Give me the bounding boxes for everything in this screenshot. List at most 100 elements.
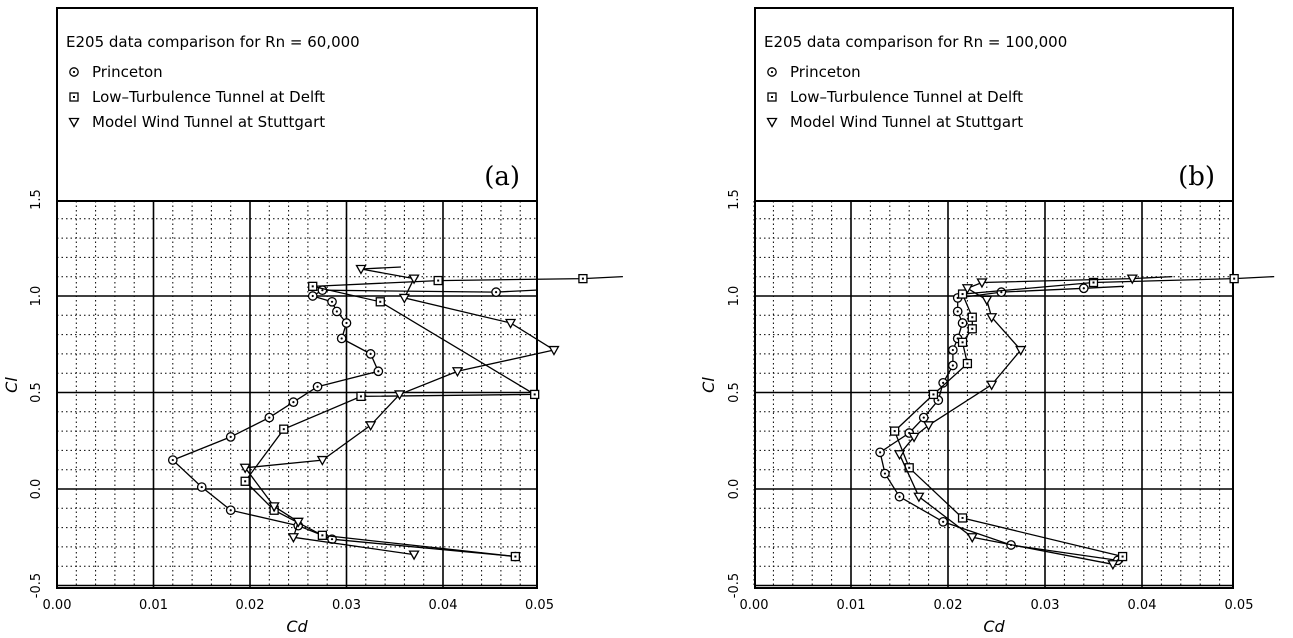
panel-label: (a) — [484, 162, 520, 192]
x-tick-label: 0.05 — [525, 598, 554, 613]
data-point-triangle — [408, 274, 420, 285]
marker-dot — [229, 435, 232, 438]
data-point-triangle — [986, 380, 998, 391]
marker-dot — [961, 341, 964, 344]
legend-marker-square — [767, 92, 777, 102]
data-point-triangle — [239, 463, 251, 474]
x-tick-label: 0.03 — [332, 598, 361, 613]
data-point-square — [967, 312, 977, 322]
marker-dot — [961, 293, 964, 296]
marker-dot — [879, 451, 882, 454]
marker-dot — [321, 289, 324, 292]
y-tick-label: 1.0 — [727, 286, 742, 307]
data-point-triangle — [548, 345, 560, 356]
data-point-circle — [264, 412, 275, 423]
data-point-circle — [331, 306, 342, 317]
data-point-triangle — [908, 432, 920, 443]
x-tick-label: 0.00 — [740, 598, 769, 613]
marker-dot — [1233, 277, 1236, 280]
marker-dot — [533, 393, 536, 396]
data-point-triangle — [393, 390, 406, 401]
data-point-triangle — [922, 421, 935, 432]
marker-dot — [942, 381, 945, 384]
legend-marker-triangle — [766, 117, 778, 128]
marker-dot — [321, 534, 324, 537]
legend-label: Model Wind Tunnel at Stuttgart — [790, 113, 1023, 131]
marker-dot — [311, 285, 314, 288]
marker-dot — [377, 370, 380, 373]
x-tick-label: 0.01 — [837, 598, 866, 613]
data-point-triangle — [504, 318, 517, 329]
marker-dot — [330, 300, 334, 303]
marker-dot — [292, 401, 295, 404]
data-point-square — [356, 391, 366, 402]
data-point-square — [240, 476, 250, 486]
x-tick-label: 0.03 — [1031, 598, 1060, 613]
data-point-square — [928, 389, 939, 400]
legend-marker-circle — [767, 67, 777, 77]
marker-dot — [244, 480, 247, 483]
data-point-circle — [373, 366, 384, 377]
data-point-square — [510, 551, 521, 562]
data-point-triangle — [981, 295, 993, 306]
data-point-circle — [938, 377, 949, 388]
x-axis-label: Cd — [983, 617, 1005, 636]
y-tick-label: 1.5 — [29, 189, 44, 210]
chart-panel-b: 0.00 0.01 0.02 0.03 0.04 0.05 -0.5 0.0 0.5 1.0 1.5… — [699, 7, 1275, 636]
x-tick-label: 0.00 — [43, 598, 72, 613]
marker-dot — [171, 458, 174, 462]
minor-grid — [753, 201, 1233, 588]
marker-dot — [316, 385, 319, 388]
marker-dot — [330, 538, 334, 541]
marker-dot — [72, 70, 76, 74]
x-tick-label: 0.04 — [429, 598, 458, 613]
marker-dot — [200, 485, 203, 489]
y-axis-label: Cl — [2, 377, 21, 393]
data-point-circle — [952, 306, 963, 317]
legend-label: Model Wind Tunnel at Stuttgart — [92, 113, 325, 131]
data-point-square — [375, 297, 385, 307]
series-line — [879, 285, 1124, 562]
data-point-square — [308, 281, 318, 292]
chart-frame — [754, 7, 1234, 589]
data-point-circle — [1078, 283, 1089, 294]
y-tick-label: 0.0 — [727, 479, 742, 500]
marker-dot — [951, 364, 954, 367]
marker-dot — [437, 279, 440, 282]
y-axis-label: Cl — [699, 377, 718, 393]
data-point-circle — [225, 505, 236, 516]
marker-dot — [359, 395, 362, 398]
data-point-triangle — [1015, 345, 1027, 356]
x-axis-label: Cd — [286, 617, 308, 636]
marker-dot — [229, 509, 232, 512]
data-point-triangle — [268, 502, 280, 513]
x-tick-label: 0.05 — [1225, 598, 1254, 613]
data-point-circle — [225, 432, 236, 442]
data-point-square — [957, 337, 968, 347]
marker-dot — [73, 96, 75, 98]
y-tick-label: -0.5 — [29, 573, 44, 598]
marker-dot — [282, 428, 285, 431]
marker-dot — [942, 520, 945, 523]
y-tick-label: 0.5 — [727, 382, 742, 403]
marker-dot — [335, 310, 338, 313]
marker-dot — [268, 416, 271, 419]
marker-dot — [971, 316, 974, 319]
marker-dot — [971, 327, 974, 330]
series-line — [893, 275, 1275, 558]
marker-dot — [937, 399, 940, 402]
marker-dot — [883, 472, 887, 475]
data-point-circle — [288, 397, 299, 407]
marker-dot — [893, 430, 896, 433]
data-point-circle — [875, 447, 885, 458]
y-tick-label: -0.5 — [727, 573, 742, 598]
data-point-circle — [918, 412, 929, 423]
data-point-square — [890, 426, 900, 436]
marker-dot — [898, 495, 901, 498]
marker-dot — [771, 96, 773, 98]
chart-frame — [56, 7, 538, 589]
data-point-triangle — [986, 313, 998, 324]
data-point-triangle — [913, 492, 925, 503]
y-tick-label: 1.0 — [29, 286, 44, 307]
